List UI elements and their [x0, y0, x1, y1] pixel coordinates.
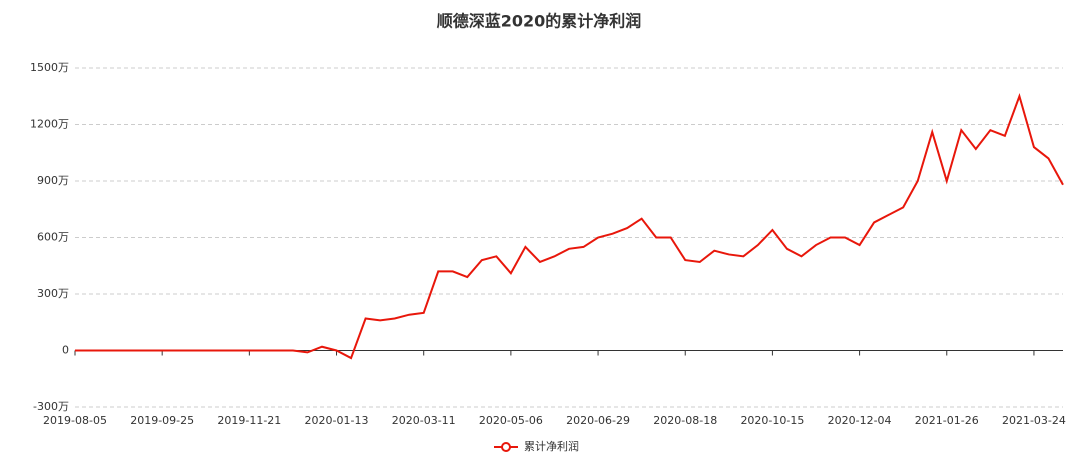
y-tick-label: 1500万: [30, 61, 69, 74]
y-tick-label: 300万: [37, 287, 69, 300]
y-tick-label: 0: [62, 344, 69, 357]
x-tick-label: 2020-06-29: [566, 414, 630, 427]
line: [75, 93, 1064, 360]
x-tick-label: 2019-11-21: [217, 414, 281, 427]
x-tick-label: 2020-08-18: [653, 414, 717, 427]
x-tick-label: 2020-10-15: [740, 414, 804, 427]
y-tick-label: 1200万: [30, 118, 69, 131]
x-tick-label: 2020-05-06: [479, 414, 543, 427]
x-tick-label: 2021-01-26: [915, 414, 979, 427]
chart-title: 顺德深蓝2020的累计净利润: [437, 12, 642, 31]
x-tick-label: 2020-03-11: [392, 414, 456, 427]
x-tick-label: 2019-09-25: [130, 414, 194, 427]
y-tick-label: 900万: [37, 174, 69, 187]
legend-label: 累计净利润: [524, 439, 579, 453]
x-tick-label: 2019-08-05: [43, 414, 107, 427]
y-tick-label: 600万: [37, 231, 69, 244]
legend-marker: [501, 442, 511, 452]
x-tick-label: 2021-03-24: [1002, 414, 1066, 427]
y-tick-label: -300万: [33, 400, 69, 413]
x-tick-label: 2020-01-13: [305, 414, 369, 427]
x-tick-label: 2020-12-04: [828, 414, 892, 427]
